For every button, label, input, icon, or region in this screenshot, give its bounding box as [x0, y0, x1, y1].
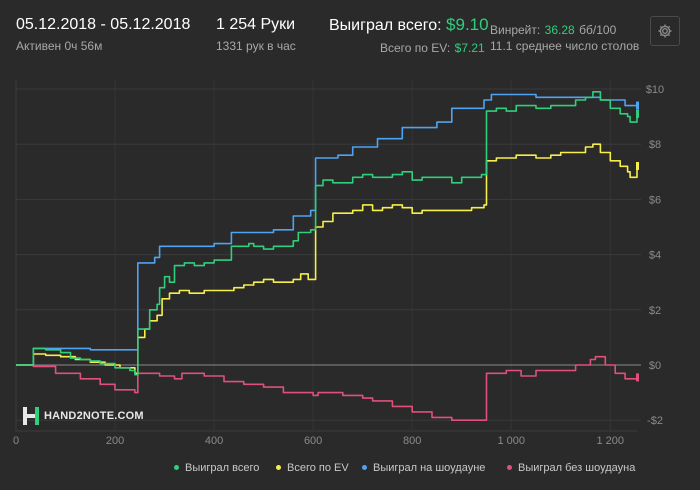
legend-item-ev-total[interactable]: Всего по EV — [276, 462, 349, 474]
legend-label: Выиграл на шоудауне — [373, 462, 486, 474]
winrate-value: 36.28 — [544, 23, 575, 37]
y-tick-label: $8 — [649, 139, 661, 151]
total-won-value: $9.10 — [446, 15, 489, 34]
series-end-marker-1 — [636, 162, 639, 171]
legend-dot-icon — [276, 464, 281, 470]
x-tick-label: 600 — [304, 435, 322, 447]
avg-tables: 11.1 среднее число столов — [490, 39, 640, 53]
x-tick-label: 0 — [13, 435, 19, 447]
x-tick-label: 800 — [403, 435, 421, 447]
y-tick-label: $0 — [649, 360, 661, 372]
y-tick-label: $6 — [649, 194, 661, 206]
legend-label: Выиграл всего — [185, 462, 260, 474]
date-range: 05.12.2018 - 05.12.2018 — [16, 16, 191, 33]
y-tick-label: $2 — [649, 305, 661, 317]
active-time: Активен 0ч 56м — [16, 39, 103, 53]
x-tick-label: 1 000 — [497, 435, 525, 447]
x-tick-label: 400 — [205, 435, 223, 447]
total-won-label: Выиграл всего: — [329, 17, 442, 34]
legend-dot-icon — [362, 464, 367, 470]
series-line-3 — [16, 355, 638, 421]
y-tick-label: $10 — [646, 84, 664, 96]
hands-per-hour: 1331 рук в час — [216, 39, 296, 53]
legend-label: Выиграл без шоудауна — [518, 462, 636, 474]
settings-button[interactable] — [650, 16, 680, 46]
hands-count: 1 254 Руки — [216, 16, 296, 33]
legend-item-won-total[interactable]: Выиграл всего — [174, 462, 259, 474]
total-ev: Всего по EV: $7.21 — [380, 39, 485, 57]
series-end-marker-2 — [636, 101, 639, 110]
gear-icon — [658, 24, 672, 38]
winrate: Винрейт: 36.28 бб/100 — [490, 21, 616, 39]
legend-dot-icon — [507, 464, 512, 470]
y-tick-label: -$2 — [647, 415, 663, 427]
winrate-label: Винрейт: — [490, 23, 541, 37]
winrate-unit: бб/100 — [579, 23, 617, 37]
legend-item-won-showdown[interactable]: Выиграл на шоудауне — [362, 462, 485, 474]
total-ev-label: Всего по EV: — [380, 41, 451, 55]
total-ev-value: $7.21 — [454, 41, 485, 55]
total-won: Выиграл всего: $9.10 — [329, 15, 489, 35]
series-end-marker-3 — [636, 373, 639, 382]
legend-item-won-nonshowdown[interactable]: Выиграл без шоудауна — [507, 462, 635, 474]
y-tick-label: $4 — [649, 250, 661, 262]
legend-label: Всего по EV — [287, 462, 349, 474]
legend-dot-icon — [174, 464, 179, 470]
hand2note-logo: HAND2NOTE.COM — [22, 406, 144, 426]
series-line-0 — [16, 91, 638, 376]
h2n-logo-icon — [23, 407, 39, 425]
series-line-2 — [16, 93, 637, 366]
x-tick-label: 200 — [106, 435, 124, 447]
series-line-1 — [16, 143, 638, 375]
series-end-marker-0 — [636, 109, 639, 118]
logo-text: HAND2NOTE.COM — [44, 410, 144, 422]
x-tick-label: 1 200 — [596, 435, 624, 447]
